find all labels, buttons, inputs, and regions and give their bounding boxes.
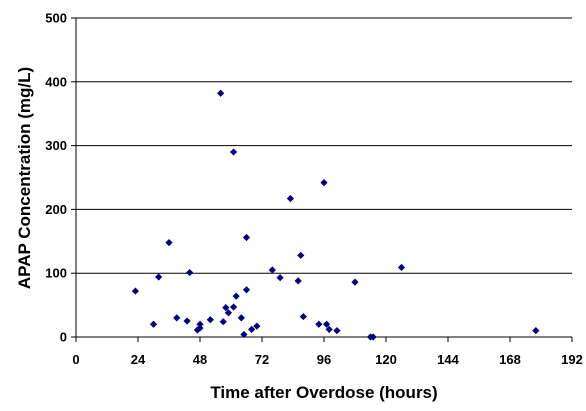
x-tick-label: 72 xyxy=(255,352,269,367)
data-point xyxy=(325,325,333,333)
data-point xyxy=(237,314,245,322)
data-point xyxy=(186,268,194,277)
y-tick-label: 500 xyxy=(45,11,67,26)
x-tick-label: 48 xyxy=(193,352,207,367)
data-point xyxy=(532,327,540,335)
data-point xyxy=(155,273,163,281)
data-point xyxy=(242,286,251,294)
data-point xyxy=(286,194,295,203)
data-point xyxy=(320,179,328,187)
y-tick-label: 200 xyxy=(45,202,67,217)
data-point xyxy=(351,278,359,286)
data-point xyxy=(149,320,158,328)
x-tick-label: 144 xyxy=(437,352,459,367)
data-point xyxy=(224,309,233,317)
data-point xyxy=(183,317,191,325)
data-point xyxy=(232,292,240,300)
data-point xyxy=(165,238,173,247)
y-tick-label: 0 xyxy=(60,330,67,345)
data-points xyxy=(131,89,540,341)
data-point xyxy=(222,304,230,312)
data-point xyxy=(196,320,204,328)
x-tick-label: 24 xyxy=(131,352,146,367)
data-point xyxy=(240,330,248,339)
data-point xyxy=(219,318,227,326)
data-point xyxy=(322,320,331,328)
data-point xyxy=(229,303,238,311)
data-point xyxy=(333,327,341,335)
data-point xyxy=(131,287,140,295)
y-axis-title: APAP Concentration (mg/L) xyxy=(15,67,34,289)
data-point xyxy=(242,233,251,242)
data-point xyxy=(369,333,377,341)
data-point xyxy=(229,148,238,156)
x-tick-label: 120 xyxy=(375,352,397,367)
data-point xyxy=(315,320,323,328)
data-point xyxy=(294,277,302,285)
x-tick-label: 168 xyxy=(499,352,521,367)
data-point xyxy=(248,325,256,333)
gridlines xyxy=(76,17,572,274)
data-point xyxy=(196,324,204,332)
data-point xyxy=(268,266,276,274)
data-point xyxy=(297,251,305,259)
x-axis-title: Time after Overdose (hours) xyxy=(210,383,437,402)
y-tick-label: 100 xyxy=(45,266,67,281)
axes xyxy=(71,17,573,342)
data-point xyxy=(217,89,225,97)
x-tick-label: 0 xyxy=(72,352,79,367)
x-tick-labels: 0 24 48 72 96 120 144 168 192 xyxy=(72,352,582,367)
data-point xyxy=(206,316,214,324)
y-tick-label: 300 xyxy=(45,138,67,153)
x-tick-label: 192 xyxy=(561,352,583,367)
data-point xyxy=(173,314,181,322)
data-point xyxy=(276,274,284,282)
data-point xyxy=(299,312,307,321)
data-point xyxy=(397,263,406,272)
x-tick-label: 96 xyxy=(317,352,331,367)
y-tick-labels: 0 100 200 300 400 500 xyxy=(45,11,67,345)
y-tick-label: 400 xyxy=(45,74,67,89)
data-point xyxy=(253,322,261,330)
